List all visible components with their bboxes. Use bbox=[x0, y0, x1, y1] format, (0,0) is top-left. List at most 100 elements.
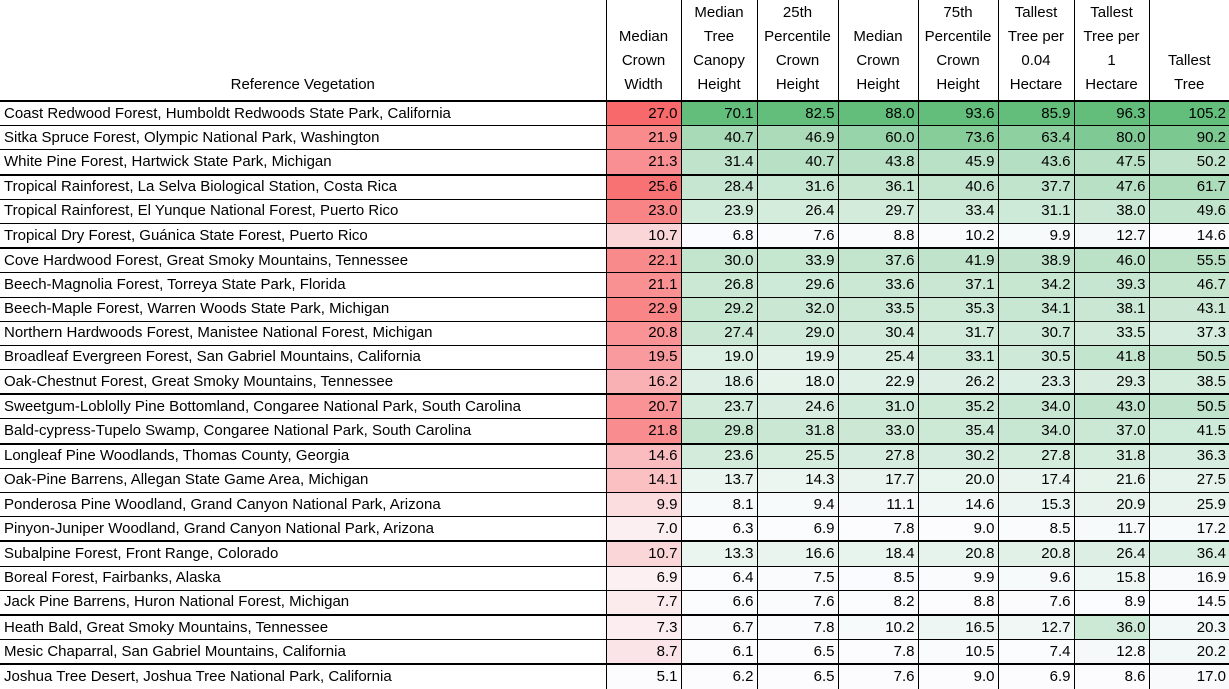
height-value-cell: 36.1 bbox=[837, 173, 918, 200]
height-value-cell: 31.8 bbox=[1073, 442, 1149, 469]
height-value-cell: 33.9 bbox=[756, 247, 838, 273]
header-line: Median bbox=[853, 28, 903, 45]
height-value-cell: 55.5 bbox=[1148, 247, 1229, 273]
height-value-cell: 33.1 bbox=[917, 344, 998, 370]
vegetation-name-cell: Pinyon-Juniper Woodland, Grand Canyon Na… bbox=[0, 516, 606, 542]
height-value-cell: 18.0 bbox=[756, 369, 838, 395]
height-value-cell: 27.8 bbox=[997, 442, 1074, 469]
height-value-cell: 61.7 bbox=[1148, 173, 1229, 200]
vegetation-name-cell: Tropical Rainforest, El Yunque National … bbox=[0, 198, 606, 224]
height-value-cell: 7.6 bbox=[756, 222, 838, 249]
height-value-cell: 27.5 bbox=[1148, 467, 1229, 493]
crown-width-cell: 22.1 bbox=[605, 247, 681, 273]
header-line: Height bbox=[936, 76, 980, 93]
header-line: Tree bbox=[1174, 76, 1205, 93]
header-line: 1 bbox=[1107, 52, 1116, 69]
height-value-cell: 39.3 bbox=[1073, 272, 1149, 297]
table-row: Mesic Chaparral, San Gabriel Mountains, … bbox=[0, 639, 1229, 665]
header-line: Median bbox=[618, 28, 669, 45]
height-value-cell: 6.1 bbox=[680, 639, 757, 665]
height-value-cell: 17.2 bbox=[1148, 516, 1229, 542]
height-value-cell: 7.8 bbox=[837, 516, 918, 542]
header-line: Crown bbox=[936, 52, 980, 69]
crown-width-cell: 21.1 bbox=[605, 272, 681, 297]
header-line: Reference Vegetation bbox=[230, 76, 375, 93]
height-value-cell: 37.0 bbox=[1073, 418, 1149, 444]
crown-width-cell: 14.6 bbox=[605, 442, 681, 469]
height-value-cell: 8.5 bbox=[997, 516, 1074, 542]
height-value-cell: 12.8 bbox=[1073, 639, 1149, 665]
height-value-cell: 10.2 bbox=[837, 613, 918, 640]
vegetation-name-cell: Bald-cypress-Tupelo Swamp, Congaree Nati… bbox=[0, 418, 606, 444]
header-row: Reference Vegetation Median Crown Width Medi… bbox=[0, 0, 1229, 102]
height-value-cell: 28.4 bbox=[680, 173, 757, 200]
vegetation-name-cell: Tropical Dry Forest, Guánica State Fores… bbox=[0, 222, 606, 249]
height-value-cell: 6.7 bbox=[680, 613, 757, 640]
height-value-cell: 9.9 bbox=[917, 565, 998, 591]
height-value-cell: 25.4 bbox=[837, 344, 918, 370]
height-value-cell: 26.2 bbox=[917, 369, 998, 395]
header-line: 75th bbox=[943, 4, 973, 21]
height-value-cell: 20.3 bbox=[1148, 613, 1229, 640]
vegetation-name-cell: Tropical Rainforest, La Selva Biological… bbox=[0, 173, 606, 200]
vegetation-name-cell: White Pine Forest, Hartwick State Park, … bbox=[0, 149, 606, 175]
vegetation-name-cell: Oak-Chestnut Forest, Great Smoky Mountai… bbox=[0, 369, 606, 395]
height-value-cell: 36.0 bbox=[1073, 613, 1149, 640]
height-value-cell: 27.8 bbox=[837, 442, 918, 469]
height-value-cell: 29.8 bbox=[680, 418, 757, 444]
crown-width-cell: 16.2 bbox=[605, 369, 681, 395]
height-value-cell: 29.3 bbox=[1073, 369, 1149, 395]
height-value-cell: 10.5 bbox=[917, 639, 998, 665]
vegetation-name-cell: Boreal Forest, Fairbanks, Alaska bbox=[0, 565, 606, 591]
height-value-cell: 22.9 bbox=[837, 369, 918, 395]
table-row: Tropical Rainforest, La Selva Biological… bbox=[0, 173, 1229, 200]
column-header-8: Tallest Tree bbox=[1148, 0, 1229, 102]
height-value-cell: 8.1 bbox=[680, 491, 757, 517]
height-value-cell: 31.0 bbox=[837, 393, 918, 419]
height-value-cell: 29.2 bbox=[680, 296, 757, 322]
crown-width-cell: 14.1 bbox=[605, 467, 681, 493]
header-line: Canopy bbox=[693, 52, 745, 69]
height-value-cell: 43.0 bbox=[1073, 393, 1149, 419]
height-value-cell: 8.8 bbox=[917, 589, 998, 615]
height-value-cell: 37.1 bbox=[917, 272, 998, 297]
height-value-cell: 20.8 bbox=[997, 540, 1074, 567]
vegetation-name-cell: Broadleaf Evergreen Forest, San Gabriel … bbox=[0, 344, 606, 370]
height-value-cell: 38.1 bbox=[1073, 296, 1149, 322]
header-line: Height bbox=[697, 76, 741, 93]
header-line: Hectare bbox=[1085, 76, 1138, 93]
header-line: Tree bbox=[703, 28, 735, 45]
height-value-cell: 45.9 bbox=[917, 149, 998, 175]
table-row: Pinyon-Juniper Woodland, Grand Canyon Na… bbox=[0, 516, 1229, 542]
height-value-cell: 30.7 bbox=[997, 320, 1074, 346]
height-value-cell: 29.7 bbox=[837, 198, 918, 224]
vegetation-name-cell: Coast Redwood Forest, Humboldt Redwoods … bbox=[0, 100, 606, 126]
height-value-cell: 16.5 bbox=[917, 613, 998, 640]
height-value-cell: 18.4 bbox=[837, 540, 918, 567]
height-value-cell: 20.8 bbox=[917, 540, 998, 567]
height-value-cell: 23.3 bbox=[997, 369, 1074, 395]
vegetation-name-cell: Sitka Spruce Forest, Olympic National Pa… bbox=[0, 125, 606, 150]
height-value-cell: 8.5 bbox=[837, 565, 918, 591]
height-value-cell: 50.5 bbox=[1148, 344, 1229, 370]
table-row: Beech-Maple Forest, Warren Woods State P… bbox=[0, 296, 1229, 322]
height-value-cell: 16.6 bbox=[756, 540, 838, 567]
height-value-cell: 31.4 bbox=[680, 149, 757, 175]
crown-width-cell: 21.3 bbox=[605, 149, 681, 175]
height-value-cell: 7.4 bbox=[997, 639, 1074, 665]
height-value-cell: 105.2 bbox=[1148, 100, 1229, 126]
table-row: Boreal Forest, Fairbanks, Alaska 6.9 6.4 7.… bbox=[0, 565, 1229, 591]
crown-width-cell: 6.9 bbox=[605, 565, 681, 591]
height-value-cell: 34.0 bbox=[997, 393, 1074, 419]
height-value-cell: 35.3 bbox=[917, 296, 998, 322]
height-value-cell: 80.0 bbox=[1073, 125, 1149, 150]
height-value-cell: 40.7 bbox=[680, 125, 757, 150]
height-value-cell: 31.8 bbox=[756, 418, 838, 444]
table-row: Longleaf Pine Woodlands, Thomas County, … bbox=[0, 442, 1229, 469]
crown-width-cell: 7.7 bbox=[605, 589, 681, 615]
height-value-cell: 11.1 bbox=[837, 491, 918, 517]
height-value-cell: 34.2 bbox=[997, 272, 1074, 297]
header-line: Tree per bbox=[1007, 28, 1065, 45]
height-value-cell: 20.2 bbox=[1148, 639, 1229, 665]
height-value-cell: 7.6 bbox=[997, 589, 1074, 615]
